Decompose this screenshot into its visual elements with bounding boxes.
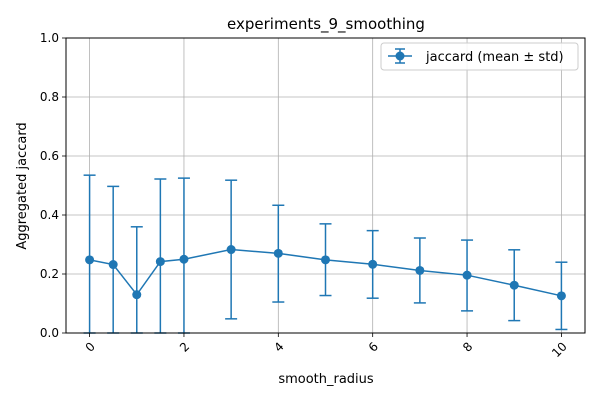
- data-point: [273, 248, 283, 258]
- plot-frame: [65, 37, 586, 334]
- data-layer: [83, 174, 568, 334]
- y-tick-label: 0.2: [40, 267, 59, 281]
- tick-layer: 0 2 4 6 8 100.00.20.40.60.81.0: [40, 31, 570, 360]
- data-point: [368, 259, 378, 269]
- data-point: [155, 257, 165, 267]
- y-tick-label: 0.4: [40, 208, 59, 222]
- data-point: [179, 254, 189, 264]
- legend-label: jaccard (mean ± std): [425, 50, 564, 65]
- y-tick-label: 0.0: [40, 326, 59, 340]
- data-point: [462, 270, 472, 280]
- y-axis-label: Aggregated jaccard: [15, 122, 30, 249]
- chart-title: experiments_9_smoothing: [227, 15, 425, 34]
- data-point: [556, 291, 566, 301]
- legend-dot: [395, 51, 405, 61]
- legend: jaccard (mean ± std): [380, 42, 579, 71]
- data-point: [415, 265, 425, 275]
- data-point: [509, 280, 519, 290]
- legend-box: [380, 42, 579, 71]
- data-point: [226, 245, 236, 255]
- x-axis-label: smooth_radius: [278, 372, 374, 387]
- y-tick-label: 1.0: [40, 31, 59, 45]
- data-point: [132, 290, 142, 300]
- data-point: [108, 260, 118, 270]
- y-tick-label: 0.8: [40, 90, 59, 104]
- y-tick-label: 0.6: [40, 149, 59, 163]
- data-point: [85, 255, 95, 265]
- data-point: [321, 255, 330, 265]
- legend-marker: [388, 48, 412, 64]
